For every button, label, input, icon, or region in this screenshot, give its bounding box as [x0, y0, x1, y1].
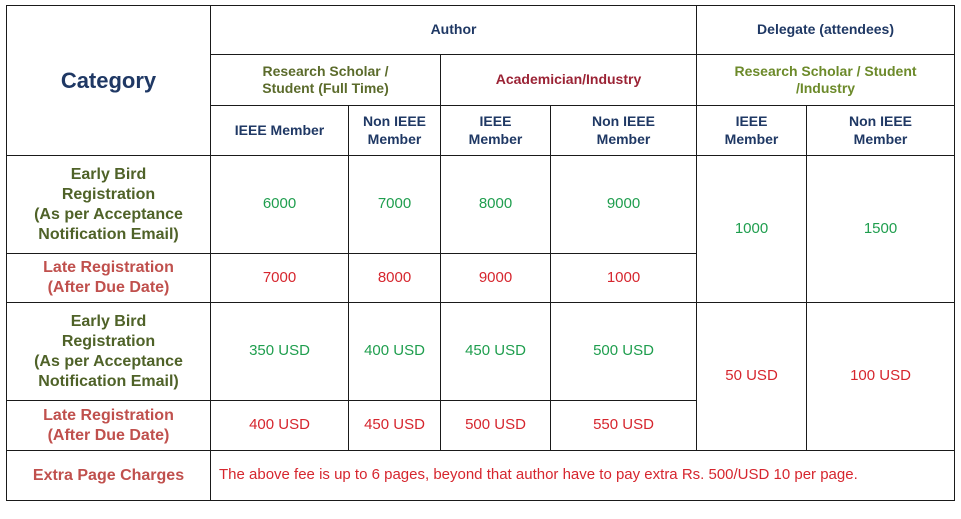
- ieee-label: IEEE: [479, 113, 512, 129]
- col-ieee-academician: IEEE Member: [440, 105, 551, 156]
- table-row: Early Bird Registration (As per Acceptan…: [6, 155, 956, 303]
- col-ieee-delegate: IEEE Member: [696, 105, 808, 156]
- late-registration-label: Late Registration (After Due Date): [6, 400, 211, 451]
- fee-cell: 500 USD: [549, 302, 698, 401]
- member-label: Member: [468, 130, 523, 147]
- delegate-fee-cell: 1000: [696, 155, 808, 303]
- fee-cell: 8000: [348, 253, 441, 303]
- fee-cell: 6000: [210, 155, 349, 254]
- fee-cell: 8000: [440, 155, 551, 254]
- label-line: Notification Email): [38, 372, 179, 390]
- label-line: Registration: [61, 332, 156, 350]
- table-row: Extra Page Charges The above fee is up t…: [6, 450, 956, 501]
- registration-fee-table: Category Author Delegate (attendees) Res…: [6, 5, 956, 501]
- late-registration-label: Late Registration (After Due Date): [6, 253, 211, 303]
- table-row: Late Registration (After Due Date) 7000 …: [6, 253, 955, 303]
- col-non-ieee-delegate: Non IEEE Member: [806, 105, 956, 156]
- fee-cell: 400 USD: [348, 302, 441, 401]
- label-line: Registration: [61, 185, 156, 203]
- delegate-group-line2: /Industry: [795, 80, 856, 96]
- fee-cell: 9000: [549, 155, 698, 254]
- delegate-fee-cell: 1500: [806, 155, 956, 303]
- ieee-label: IEEE: [735, 113, 768, 129]
- fee-cell: 7000: [348, 155, 441, 254]
- fee-cell: 550 USD: [549, 400, 698, 451]
- fee-cell: 500 USD: [440, 400, 551, 451]
- label-line: Late Registration: [43, 259, 174, 276]
- label-line: Early Bird: [70, 312, 147, 330]
- delegate-fee-cell: 50 USD: [696, 302, 808, 451]
- fee-cell: 1000: [549, 253, 698, 303]
- table-row: Early Bird Registration (As per Acceptan…: [6, 302, 956, 451]
- fee-cell: 9000: [440, 253, 551, 303]
- category-title: Category: [60, 67, 157, 93]
- early-bird-label: Early Bird Registration (As per Acceptan…: [6, 302, 211, 401]
- academician-header: Academician/Industry: [439, 54, 698, 106]
- label-line: (After Due Date): [47, 426, 170, 444]
- non-ieee-label: Non IEEE: [849, 113, 913, 129]
- fee-cell: 350 USD: [210, 302, 349, 401]
- fee-cell: 7000: [210, 253, 349, 303]
- member-label: Member: [724, 130, 779, 147]
- research-scholar-line2: Student (Full Time): [262, 80, 389, 96]
- label-line: (As per Acceptance: [34, 205, 183, 223]
- research-scholar-header: Research Scholar / Student (Full Time): [210, 54, 441, 106]
- non-ieee-label: Non IEEE: [592, 113, 656, 129]
- delegate-fee-cell: 100 USD: [806, 302, 956, 451]
- label-line: Late Registration: [43, 406, 174, 424]
- research-scholar-line1: Research Scholar /: [262, 62, 389, 79]
- non-ieee-label: Non IEEE: [362, 113, 426, 129]
- label-line: Early Bird: [70, 165, 147, 183]
- col-ieee-member-research: IEEE Member: [210, 105, 349, 156]
- fee-cell: 400 USD: [210, 400, 349, 451]
- delegate-group-header: Research Scholar / Student /Industry: [696, 54, 956, 106]
- member-label: Member: [367, 130, 422, 147]
- delegate-header: Delegate (attendees): [696, 5, 956, 55]
- member-label: Member: [596, 130, 651, 147]
- label-line: Notification Email): [38, 225, 179, 243]
- member-label: Member: [853, 130, 908, 147]
- col-non-ieee-academician: Non IEEE Member: [549, 105, 698, 156]
- label-line: (As per Acceptance: [34, 352, 183, 370]
- fee-cell: 450 USD: [440, 302, 551, 401]
- category-header: Category: [6, 5, 211, 156]
- delegate-group-line1: Research Scholar / Student: [734, 62, 917, 79]
- extra-page-note: The above fee is up to 6 pages, beyond t…: [209, 450, 956, 501]
- fee-cell: 450 USD: [348, 400, 441, 451]
- label-line: (After Due Date): [47, 279, 170, 296]
- early-bird-label: Early Bird Registration (As per Acceptan…: [6, 155, 211, 254]
- author-header: Author: [209, 5, 698, 55]
- col-non-ieee-research: Non IEEE Member: [348, 105, 441, 156]
- table-row: Late Registration (After Due Date) 400 U…: [6, 400, 955, 451]
- extra-page-label: Extra Page Charges: [6, 450, 211, 501]
